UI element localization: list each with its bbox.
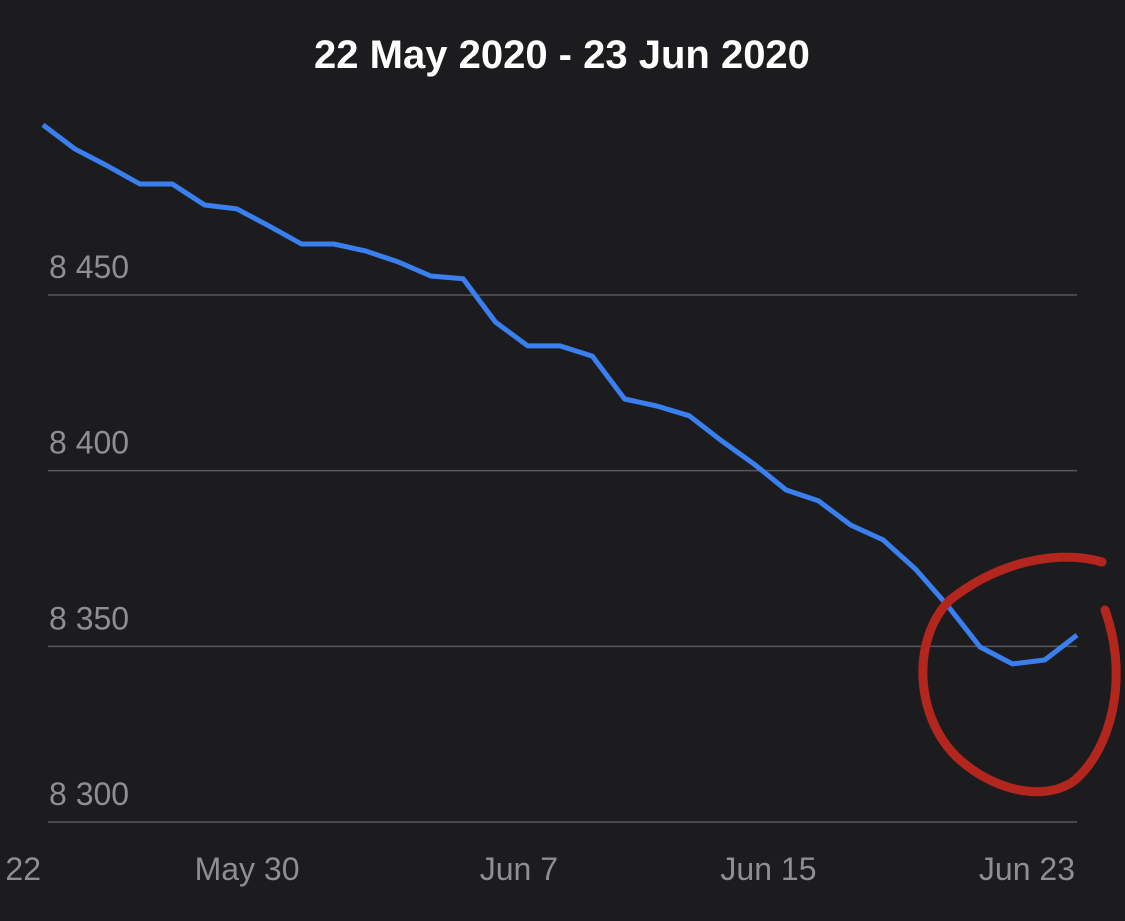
y-tick-label: 8 450 xyxy=(49,249,129,285)
x-tick-label: Jun 15 xyxy=(720,851,816,887)
y-tick-label: 8 300 xyxy=(49,776,129,812)
y-tick-label: 8 400 xyxy=(49,425,129,461)
x-tick-label: May 30 xyxy=(195,851,300,887)
x-tick-label: Jun 23 xyxy=(979,851,1075,887)
y-tick-label: 8 350 xyxy=(49,600,129,636)
chart-title: 22 May 2020 - 23 Jun 2020 xyxy=(314,33,810,77)
x-tick-label: Jun 7 xyxy=(480,851,558,887)
annotation-circle xyxy=(918,552,1121,797)
data-line xyxy=(41,122,1079,667)
x-tick-label: May 22 xyxy=(0,851,41,887)
